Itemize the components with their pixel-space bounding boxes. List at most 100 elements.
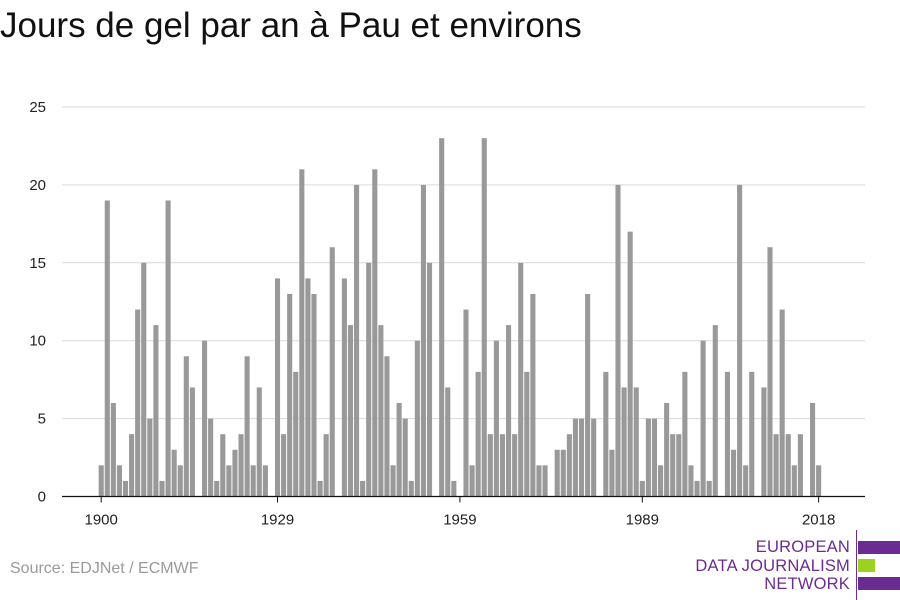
bar-2013	[785, 434, 791, 497]
bar-1957	[445, 387, 451, 497]
y-tick-label: 5	[38, 411, 46, 428]
bar-1906	[135, 309, 141, 497]
bar-1940	[341, 278, 347, 497]
bar-1920	[220, 434, 226, 497]
bar-1976	[560, 449, 566, 497]
bar-1986	[621, 387, 627, 497]
bar-1963	[481, 138, 487, 497]
logo-bar-green	[858, 559, 875, 572]
bar-1995	[676, 434, 682, 497]
bar-1944	[366, 262, 372, 497]
logo-line-2: DATA JOURNALISM	[695, 557, 850, 575]
bar-1907	[141, 262, 147, 497]
bar-1911	[165, 200, 171, 497]
bar-1988	[633, 387, 639, 497]
logo-bar-purple-top	[858, 541, 900, 554]
x-tick-label: 1989	[626, 512, 659, 529]
y-tick-label: 20	[29, 177, 46, 194]
bar-1943	[360, 480, 366, 497]
bar-1968	[512, 434, 518, 497]
chart-title: Jours de gel par an à Pau et environs	[0, 6, 582, 45]
bar-2003	[724, 371, 730, 497]
x-tick-label: 2018	[802, 512, 835, 529]
bar-1967	[506, 325, 512, 497]
bar-1977	[566, 434, 572, 497]
bar-1924	[244, 356, 250, 497]
bar-1917	[202, 340, 208, 497]
bar-1901	[104, 200, 110, 497]
bar-1987	[627, 231, 633, 497]
logo-line-1: EUROPEAN	[755, 538, 850, 556]
bar-1925	[250, 465, 256, 497]
bar-1958	[451, 480, 457, 497]
bar-1970	[524, 371, 530, 497]
bar-1919	[214, 480, 220, 497]
x-axis-ticks: 1900 1929 1959 1989 2018	[85, 496, 835, 529]
bar-2017	[810, 403, 816, 497]
bar-2010	[767, 247, 773, 497]
bar-1996	[682, 371, 688, 497]
bar-1956	[439, 138, 445, 497]
bar-1962	[475, 371, 481, 497]
bar-1991	[651, 418, 658, 497]
bar-1938	[329, 247, 335, 497]
bar-1934	[305, 278, 311, 497]
bar-1941	[347, 325, 354, 497]
bar-2005	[737, 184, 743, 497]
bar-1905	[129, 434, 135, 497]
bar-1960	[463, 309, 469, 497]
bar-1900	[98, 465, 104, 497]
bar-1965	[493, 340, 499, 497]
x-tick-label: 1959	[443, 512, 476, 529]
bar-2007	[749, 371, 755, 497]
bar-1969	[518, 262, 524, 497]
logo-bar-purple-bottom	[858, 577, 900, 590]
bar-1966	[499, 434, 506, 497]
bar-1951	[408, 480, 414, 497]
bar-1954	[426, 262, 433, 497]
bar-1930	[281, 434, 287, 497]
bar-2015	[797, 434, 803, 497]
bar-1964	[487, 434, 493, 497]
bar-1936	[317, 480, 323, 497]
bar-1997	[688, 465, 694, 497]
bar-1948	[390, 465, 396, 497]
bar-1914	[183, 356, 189, 497]
x-tick-label: 1929	[261, 512, 294, 529]
source-note: Source: EDJNet / ECMWF	[10, 560, 199, 577]
bar-1923	[238, 434, 244, 497]
bar-1933	[299, 169, 305, 497]
x-tick-label: 1900	[85, 512, 118, 529]
bar-2001	[712, 325, 718, 497]
y-tick-label: 0	[38, 489, 46, 506]
bar-1985	[615, 184, 621, 497]
bar-1922	[232, 449, 238, 497]
logo-line-3: NETWORK	[764, 575, 850, 593]
bar-1971	[530, 293, 536, 497]
bar-1950	[402, 418, 408, 497]
bar-2000	[706, 480, 712, 497]
bar-1909	[153, 325, 159, 497]
bar-1952	[414, 340, 420, 497]
bar-1978	[572, 418, 578, 497]
bars	[98, 138, 822, 497]
bar-1989	[639, 480, 645, 497]
bar-1912	[171, 449, 177, 497]
bar-1929	[274, 278, 281, 497]
bar-1993	[664, 403, 670, 497]
bar-1953	[420, 184, 426, 497]
bar-1918	[208, 418, 214, 497]
bar-2004	[730, 449, 737, 497]
bar-2011	[773, 434, 779, 497]
y-tick-label: 15	[29, 255, 46, 272]
bar-1904	[122, 480, 129, 497]
y-axis-labels: 0 5 10 15 20 25	[29, 99, 46, 506]
bar-1972	[536, 465, 542, 497]
bar-1942	[354, 184, 360, 497]
bar-2006	[743, 465, 749, 497]
bar-2014	[791, 465, 797, 497]
logo-divider	[856, 530, 857, 600]
bar-1983	[603, 371, 609, 497]
bar-1935	[311, 293, 317, 497]
